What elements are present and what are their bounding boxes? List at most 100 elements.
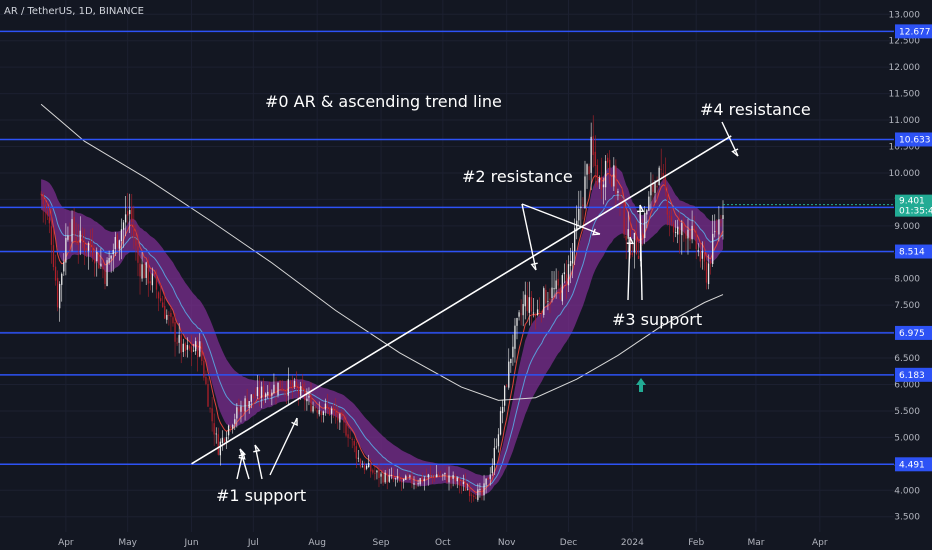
- candle-body: [345, 423, 347, 436]
- candle-body: [468, 489, 471, 497]
- candle-body: [648, 196, 650, 211]
- ascending-trend-line[interactable]: [191, 135, 732, 465]
- candle-body: [644, 213, 646, 239]
- candle-body: [40, 193, 42, 195]
- level-tag: [895, 367, 932, 382]
- candle-body: [683, 223, 685, 230]
- candle-body: [267, 391, 269, 396]
- candle-body: [333, 407, 335, 411]
- chart-grid: [0, 0, 894, 532]
- candle-body: [514, 325, 516, 349]
- candle-body: [262, 385, 265, 398]
- candle-body: [576, 220, 578, 232]
- level-tag: [895, 457, 932, 472]
- candle-body: [289, 381, 292, 385]
- candle-body: [174, 322, 176, 342]
- candle-body: [582, 204, 584, 206]
- candle-body: [83, 241, 86, 251]
- candle-body: [279, 380, 281, 389]
- candle-body: [370, 464, 372, 472]
- candle-body: [588, 166, 590, 175]
- candle-body: [646, 210, 648, 215]
- support-arrow-head: [291, 417, 298, 427]
- candle-body: [147, 261, 149, 284]
- candle-body: [407, 477, 409, 478]
- candle-body: [664, 176, 666, 190]
- candle-body: [337, 413, 339, 421]
- y-tick-label: 6.500: [894, 354, 920, 364]
- candle-body: [232, 425, 234, 429]
- candle-body: [260, 386, 263, 398]
- candle-body: [403, 478, 405, 481]
- candle-body: [681, 223, 683, 236]
- y-tick-label: 5.500: [894, 407, 920, 417]
- candle-body: [479, 489, 481, 490]
- candle-body: [363, 465, 366, 471]
- candle-body: [326, 405, 329, 408]
- candle-body: [384, 472, 386, 483]
- candle-body: [662, 173, 664, 177]
- candle-body: [617, 191, 619, 193]
- candle-body: [390, 475, 392, 476]
- candle-body: [217, 434, 219, 455]
- candle-body: [452, 475, 454, 479]
- candle-body: [230, 426, 232, 429]
- candle-body: [557, 278, 559, 286]
- candle-body: [71, 219, 73, 242]
- candle-body: [59, 283, 61, 309]
- candle-body: [650, 185, 652, 196]
- candle-body: [712, 233, 714, 265]
- candle-body: [269, 389, 271, 398]
- candle-body: [361, 466, 364, 468]
- candle-body: [561, 275, 563, 302]
- ema-ribbon: [41, 165, 724, 497]
- candle-body: [656, 186, 658, 188]
- candle-body: [137, 246, 139, 263]
- candle-body: [170, 313, 172, 317]
- candle-body: [287, 379, 289, 396]
- candle-body: [481, 488, 483, 496]
- candle-body: [318, 410, 320, 415]
- candle-body: [423, 478, 425, 482]
- candle-body: [382, 474, 384, 483]
- level-tag-label: 8.514: [899, 248, 925, 258]
- candle-body: [120, 229, 123, 242]
- candle-body: [705, 261, 708, 283]
- candle-body: [343, 417, 345, 423]
- x-tick-label: Oct: [435, 538, 451, 548]
- candle-body: [176, 342, 178, 344]
- annotation-support-3: #3 support: [612, 310, 702, 329]
- y-tick-label: 10.000: [889, 169, 921, 179]
- candle-body: [112, 249, 114, 254]
- candle-body: [376, 470, 378, 473]
- horizontal-levels[interactable]: [0, 30, 894, 466]
- candle-body: [396, 476, 399, 479]
- candle-body: [351, 439, 353, 440]
- price-tags: 12.67710.6339.3508.5146.9756.1834.4919.4…: [723, 24, 932, 472]
- candle-body: [431, 474, 434, 476]
- candle-body: [341, 412, 343, 417]
- level-tag: [895, 24, 932, 39]
- candle-body: [571, 251, 574, 264]
- candle-body: [405, 475, 407, 480]
- candle-body: [141, 264, 143, 279]
- y-tick-label: 7.500: [894, 301, 920, 311]
- candle-body: [324, 403, 327, 410]
- candle-body: [54, 266, 57, 281]
- candle-body: [172, 317, 174, 324]
- candle-body: [223, 438, 226, 443]
- candle-body: [207, 384, 209, 407]
- time-axis[interactable]: Apr May Jun Jul Aug Sep Oct Nov Dec 2024 Feb Mar Apr: [0, 532, 894, 550]
- candle-body: [602, 184, 605, 188]
- y-tick-label: 6.000: [894, 380, 920, 390]
- candle-body: [398, 477, 401, 481]
- candle-body: [466, 489, 469, 491]
- candle-body: [322, 411, 325, 416]
- candle-body: [61, 273, 63, 285]
- candle-body: [400, 481, 403, 483]
- annotations: #0 AR & ascending trend line #1 support …: [216, 92, 811, 505]
- candle-body: [314, 407, 316, 409]
- symbol-title[interactable]: AR / TetherUS, 1D, BINANCE: [4, 6, 144, 17]
- drawings[interactable]: [191, 121, 739, 480]
